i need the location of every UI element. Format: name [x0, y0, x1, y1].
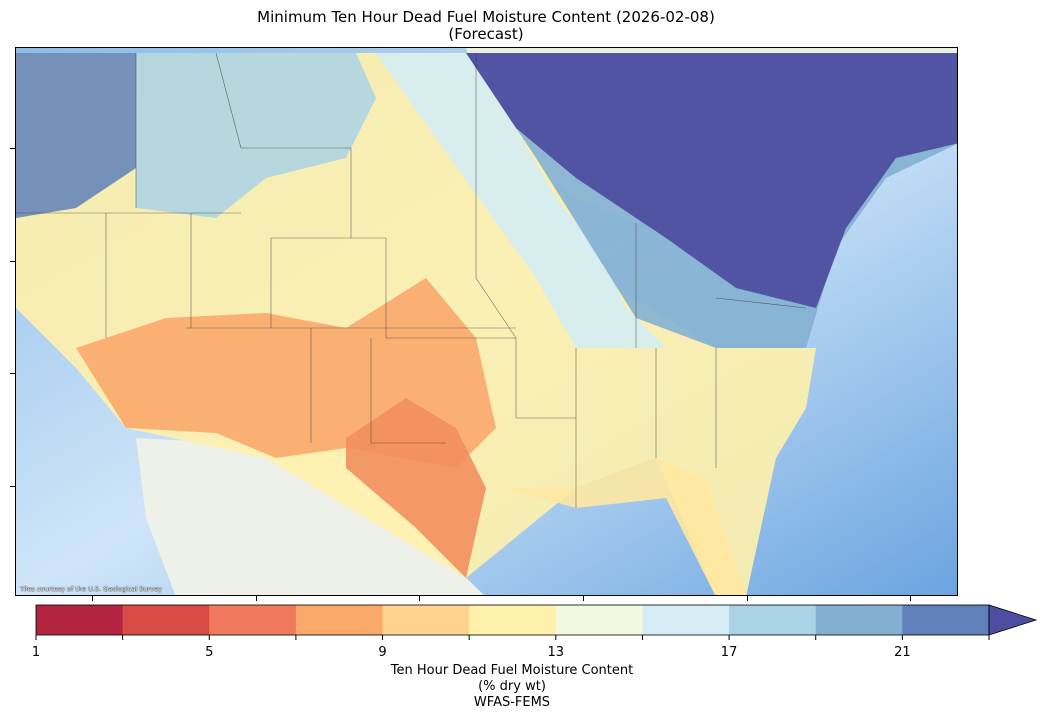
colorbar-bin — [555, 605, 643, 635]
state-boundaries — [16, 52, 807, 508]
colorbar-bin — [469, 605, 557, 635]
colorbar — [35, 604, 1038, 640]
colorbar-tick-label: 17 — [720, 645, 738, 660]
y-axis-tick — [10, 486, 15, 487]
colorbar-tick-label: 1 — [31, 645, 41, 660]
moisture-21-23-northwest — [16, 53, 136, 218]
y-axis-tick — [10, 373, 15, 374]
map-attribution: Tiles courtesy of the U.S. Geological Su… — [20, 585, 162, 593]
chart-subtitle: (Forecast) — [448, 25, 524, 43]
fuel-moisture-map[interactable]: Tiles courtesy of the U.S. Geological Su… — [15, 47, 958, 596]
colorbar-bin — [382, 605, 470, 635]
colorbar-bin — [729, 605, 817, 635]
x-axis-tick — [583, 596, 584, 601]
moisture-15-17-plains — [376, 53, 666, 348]
colorbar-label: Ten Hour Dead Fuel Moisture Content — [390, 663, 634, 678]
colorbar-outline — [35, 604, 990, 636]
colorbar-bin — [122, 605, 210, 635]
colorbar-bin — [295, 605, 384, 635]
colorbar-bin — [642, 605, 730, 635]
colorbar-bin — [902, 605, 990, 635]
x-axis-tick — [256, 596, 257, 601]
colorbar-tick-label: 5 — [205, 645, 214, 660]
colorbar-tick-label: 21 — [894, 645, 911, 660]
x-axis-tick — [92, 596, 93, 601]
colorbar-tick-label: 13 — [547, 645, 565, 660]
x-axis-tick — [419, 596, 420, 601]
x-axis-tick — [747, 596, 748, 601]
moisture-17-19-north-rockies — [136, 53, 376, 218]
y-axis-tick — [10, 148, 15, 149]
colorbar-bin — [36, 605, 124, 635]
map-canvas — [16, 48, 957, 595]
moisture-23plus-northeast — [466, 53, 957, 308]
mexico-land — [136, 438, 484, 595]
colorbar-bin — [209, 605, 297, 635]
moisture-11-13-gulf — [506, 458, 746, 595]
colorbar-extend-arrow — [988, 604, 1038, 636]
y-axis-tick — [10, 261, 15, 262]
x-axis-tick — [910, 596, 911, 601]
colorbar-bin — [815, 605, 903, 635]
colorbar-units: (% dry wt) — [478, 679, 546, 694]
colorbar-tick-label: 9 — [378, 645, 387, 660]
colorbar-source: WFAS-FEMS — [473, 695, 551, 710]
chart-title: Minimum Ten Hour Dead Fuel Moisture Cont… — [257, 8, 715, 26]
